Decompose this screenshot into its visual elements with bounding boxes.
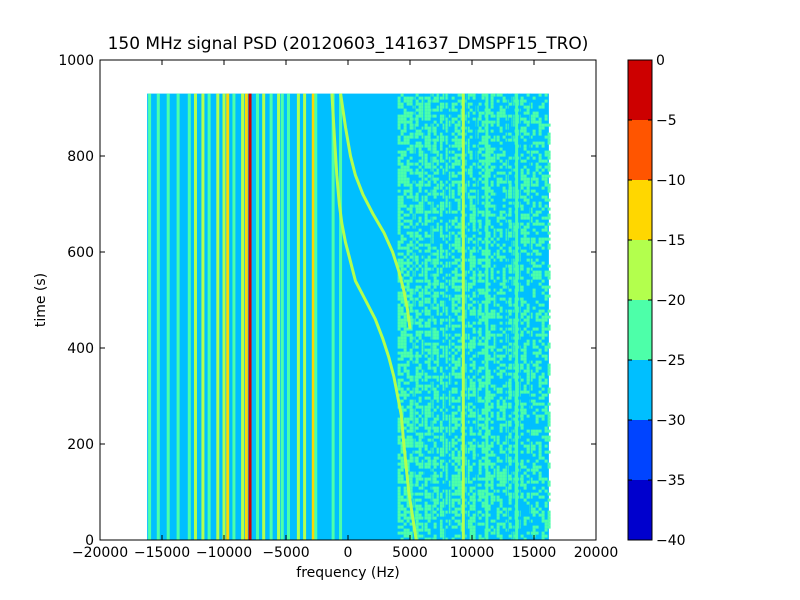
carrier-line (241, 93, 245, 540)
carrier-line (176, 93, 180, 540)
carrier-line (286, 93, 290, 540)
colorbar-bin (628, 60, 652, 120)
x-tick-label: −10000 (196, 545, 252, 561)
x-tick-label: 0 (344, 545, 353, 561)
carrier-line (193, 93, 197, 540)
x-axis-label: frequency (Hz) (296, 565, 399, 581)
colorbar-tick-label: −10 (656, 173, 686, 189)
carrier-lines (148, 93, 519, 540)
carrier-line (201, 93, 205, 540)
colorbar-tick-label: −25 (656, 353, 686, 369)
colorbar-tick-label: −30 (656, 413, 686, 429)
carrier-line (461, 93, 465, 540)
y-tick-label: 800 (67, 149, 94, 165)
carrier-line (156, 93, 160, 540)
carrier-line (216, 93, 220, 540)
colorbar-tick-label: −40 (656, 533, 686, 549)
carrier-line (187, 93, 191, 540)
carrier-line (314, 93, 318, 540)
colorbar-tick-label: −15 (656, 233, 686, 249)
colorbar-bin (628, 360, 652, 420)
y-tick-label: 400 (67, 341, 94, 357)
plot-area: −20000 −15000 −10000 −5000 0 5000 10000 15000 20… (58, 53, 618, 561)
colorbar-tick-label: 0 (656, 53, 665, 69)
doppler-track (339, 93, 412, 329)
x-tick-label: 5000 (392, 545, 428, 561)
doppler-tracks (330, 93, 418, 540)
y-tick-label: 1000 (58, 53, 94, 69)
x-tick-label: −15000 (134, 545, 190, 561)
carrier-line (269, 93, 273, 540)
x-axis-ticks: −20000 −15000 −10000 −5000 0 5000 10000 15000 20… (72, 60, 618, 561)
x-tick-label: 20000 (574, 545, 619, 561)
x-tick-label: 15000 (512, 545, 557, 561)
carrier-line (248, 93, 252, 540)
spectrogram-heatmap (147, 93, 551, 540)
x-tick-label: −20000 (72, 545, 128, 561)
x-tick-label: 10000 (450, 545, 495, 561)
colorbar-bin (628, 120, 652, 180)
colorbar-bin (628, 240, 652, 300)
colorbar-tick-label: −5 (656, 113, 677, 129)
carrier-line (148, 93, 152, 540)
carrier-line (166, 93, 170, 540)
y-tick-label: 200 (67, 437, 94, 453)
y-tick-label: 0 (85, 533, 94, 549)
carrier-line (222, 93, 226, 540)
carrier-line (226, 93, 230, 540)
carrier-line (255, 93, 259, 540)
y-axis-ticks: 0 200 400 600 800 1000 (58, 53, 596, 549)
x-tick-label: −5000 (262, 545, 309, 561)
colorbar-bin (628, 300, 652, 360)
carrier-line (339, 93, 343, 540)
carrier-line (296, 93, 300, 540)
doppler-track (330, 93, 418, 540)
carrier-line (311, 93, 315, 540)
colorbar: 0 −5 −10 −15 −20 −25 −30 −35 −40 (627, 53, 686, 549)
y-axis-label: time (s) (33, 273, 49, 327)
colorbar-bin (628, 420, 652, 480)
carrier-line (303, 93, 307, 540)
colorbar-bin (628, 180, 652, 240)
chart-title: 150 MHz signal PSD (20120603_141637_DMSP… (108, 34, 589, 54)
carrier-line (277, 93, 281, 540)
carrier-line (485, 93, 489, 540)
noise-speckle-region (397, 93, 551, 540)
carrier-line (207, 93, 211, 540)
carrier-line (515, 93, 519, 540)
y-tick-label: 600 (67, 245, 94, 261)
carrier-line (244, 93, 248, 540)
colorbar-bin (628, 480, 652, 540)
carrier-line (280, 93, 284, 540)
carrier-line (262, 93, 266, 540)
carrier-line (331, 93, 335, 540)
colorbar-tick-label: −20 (656, 293, 686, 309)
colorbar-tick-label: −35 (656, 473, 686, 489)
carrier-line (232, 93, 236, 540)
